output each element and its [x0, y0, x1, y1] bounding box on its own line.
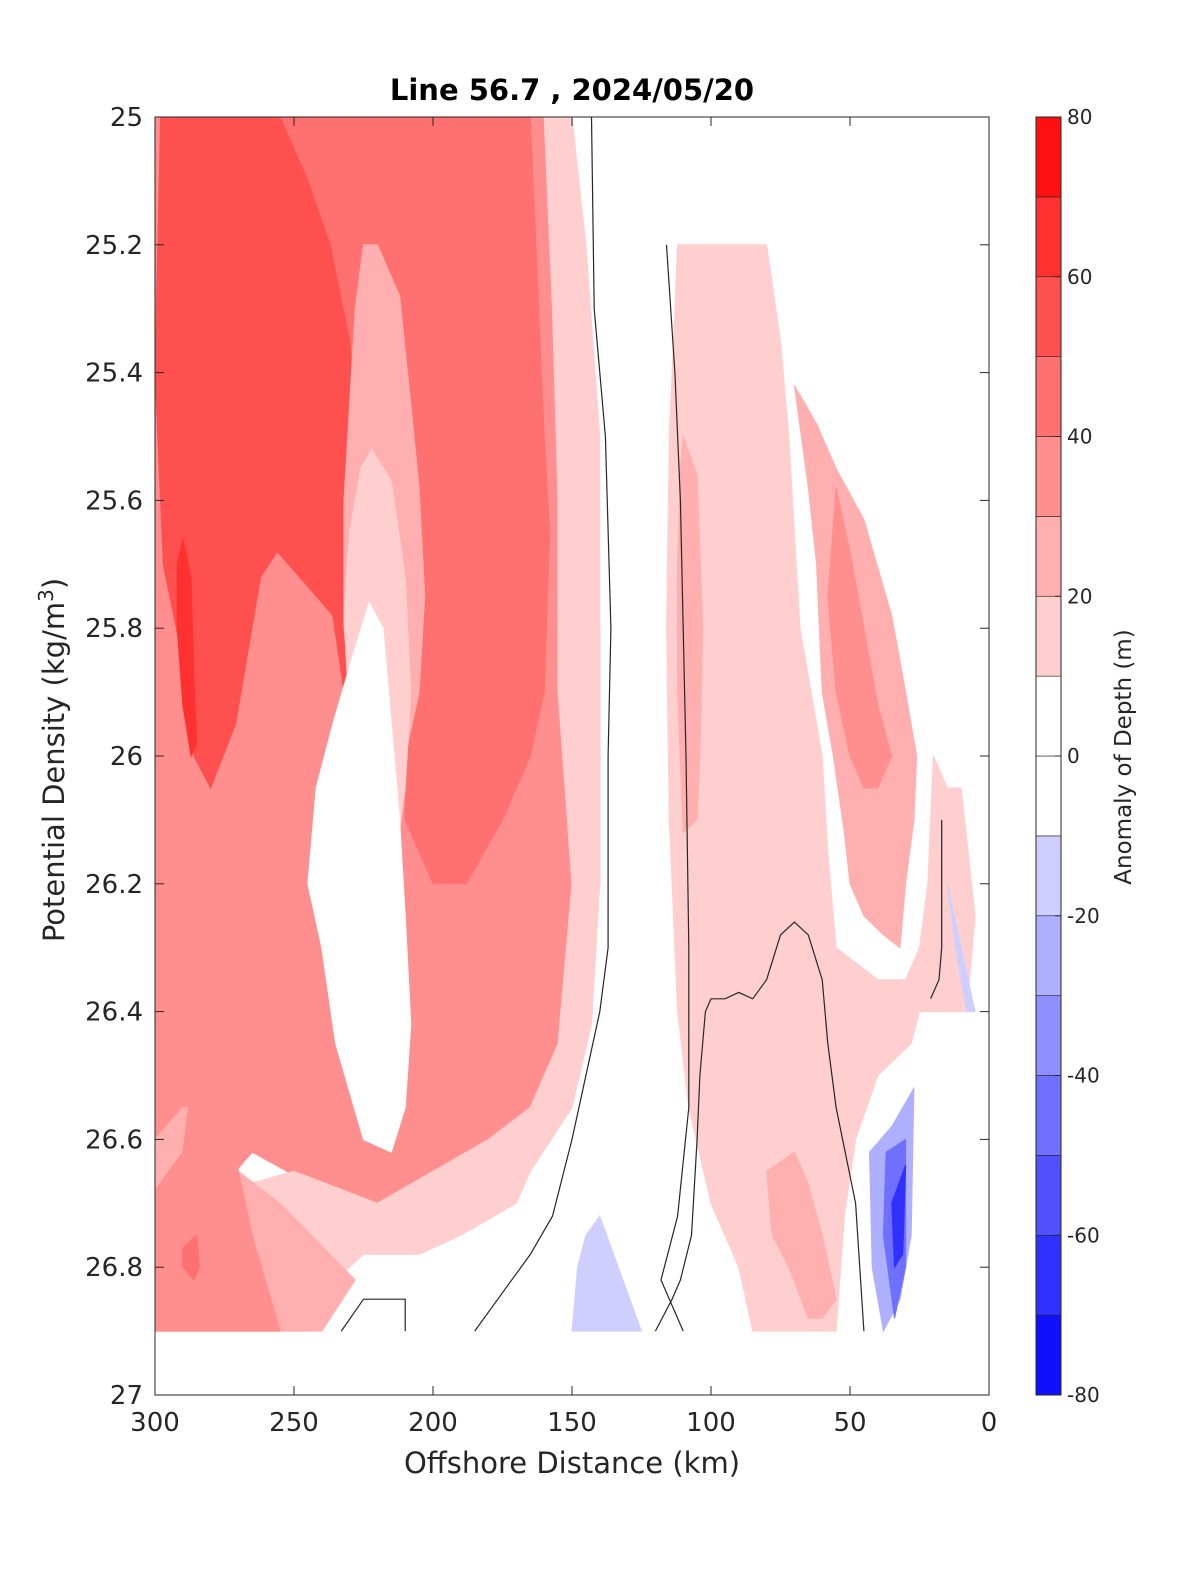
- x-tick-label: 100: [686, 1408, 736, 1438]
- colorbar-swatch: [1035, 995, 1062, 1076]
- zero-contour-line: [660, 244, 690, 1332]
- colorbar-swatch: [1035, 436, 1062, 517]
- y-tick-label: 26.6: [85, 1125, 143, 1155]
- y-axis-label-prefix: Potential Density (kg/m: [37, 602, 71, 942]
- colorbar-swatch: [1035, 755, 1062, 837]
- colorbar-tick-label: -20: [1067, 904, 1100, 928]
- y-tick-label: 26: [110, 742, 143, 772]
- y-tick-label: 27: [110, 1381, 143, 1411]
- colorbar-tick-label: -40: [1067, 1064, 1100, 1088]
- colorbar-swatch: [1035, 1075, 1062, 1156]
- x-tick-label: 50: [833, 1408, 866, 1438]
- colorbar-swatch: [1035, 835, 1062, 917]
- colorbar-swatch: [1035, 1155, 1062, 1236]
- y-axis-label-sup: 3: [34, 589, 58, 602]
- y-tick-label: 26.2: [85, 870, 143, 900]
- colorbar-swatch: [1035, 1314, 1062, 1396]
- contour-band-40-to-50: [182, 1234, 201, 1281]
- y-tick-label: 25.4: [85, 359, 143, 389]
- y-axis-label: Potential Density (kg/m3): [34, 578, 71, 942]
- x-tick-label: 250: [269, 1408, 319, 1438]
- colorbar: 80 60 40 20 0 -20 -40 -60 -80 Anomaly of Depth (…: [1035, 105, 1137, 1407]
- colorbar-tick-label: -80: [1067, 1383, 1100, 1407]
- x-tick-label: 150: [547, 1408, 597, 1438]
- x-tick-label: 0: [981, 1408, 998, 1438]
- chart-title: Line 56.7 , 2024/05/20: [390, 73, 754, 107]
- contour-band--20-to--10: [946, 883, 976, 1013]
- colorbar-tick-label: 40: [1067, 425, 1092, 449]
- contour-band--70-to--60: [891, 1164, 907, 1269]
- plot-area: 300 250 200 150 100 50 0 25 25.2 25.4 25.6 25.8 26 2…: [85, 103, 997, 1438]
- colorbar-swatch: [1035, 356, 1062, 437]
- x-tick-label: 300: [130, 1408, 180, 1438]
- contour-band--20-to--10: [571, 1215, 643, 1332]
- y-tick-label: 25.6: [85, 486, 143, 516]
- contour-band-20-to-30: [677, 436, 704, 834]
- colorbar-swatch: [1035, 116, 1062, 198]
- zero-contour-line: [930, 819, 943, 1000]
- colorbar-swatch: [1035, 1234, 1062, 1316]
- y-tick-label: 25.2: [85, 231, 143, 261]
- contour-band-60-to-70: [176, 538, 198, 758]
- contour-band-0-to-10: [307, 601, 412, 1153]
- zero-contour-line: [340, 1298, 406, 1332]
- zero-contour-line: [474, 117, 612, 1332]
- colorbar-swatch: [1035, 276, 1062, 357]
- colorbar-tick-label: 80: [1067, 105, 1092, 129]
- colorbar-swatch: [1035, 595, 1062, 677]
- colorbar-swatch: [1035, 196, 1062, 278]
- x-tick-label: 200: [408, 1408, 458, 1438]
- zero-contour-line: [654, 921, 865, 1332]
- y-tick-label: 26.4: [85, 998, 143, 1028]
- contour-band-30-to-40: [827, 487, 893, 789]
- y-axis-label-suffix: ): [37, 578, 71, 589]
- colorbar-swatch: [1035, 675, 1062, 757]
- colorbar-swatch: [1035, 915, 1062, 996]
- contour-band-10-to-20: [155, 117, 601, 1332]
- y-tick-label: 25.8: [85, 614, 143, 644]
- colorbar-tick-label: 20: [1067, 584, 1092, 608]
- colorbar-tick-label: 60: [1067, 265, 1092, 289]
- contour-band-20-to-30: [766, 1151, 837, 1319]
- y-tick-label: 25: [110, 103, 143, 133]
- colorbar-tick-label: -60: [1067, 1223, 1100, 1247]
- contour-band--10-to-0: [607, 117, 642, 373]
- contour-band-10-to-20: [665, 244, 976, 1332]
- colorbar-swatch: [1035, 516, 1062, 597]
- y-tick-label: 26.8: [85, 1253, 143, 1283]
- contour-band-40-to-50: [457, 117, 545, 629]
- colorbar-label: Anomaly of Depth (m): [1111, 629, 1137, 884]
- colorbar-tick-label: 0: [1067, 744, 1080, 768]
- x-axis-label: Offshore Distance (km): [404, 1446, 740, 1480]
